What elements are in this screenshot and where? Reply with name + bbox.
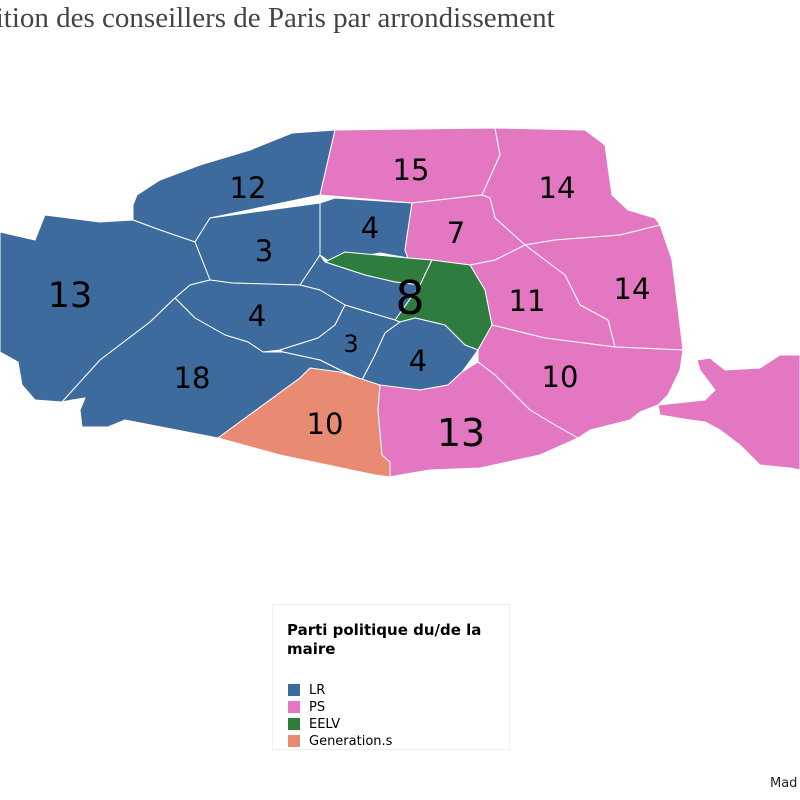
legend-item-ps[interactable]: PS (288, 699, 325, 715)
legend-swatch-generation-s (288, 735, 300, 747)
councillor-count-17: 12 (230, 171, 267, 205)
councillor-count-16: 13 (48, 276, 93, 316)
councillor-count-9: 4 (361, 211, 379, 245)
legend-swatch-ps (288, 701, 300, 713)
legend: Parti politique du/de la maire LR PS EEL… (272, 604, 510, 750)
councillor-count-15: 18 (174, 361, 211, 395)
councillor-count-18: 15 (393, 153, 430, 187)
councillor-count-11: 11 (509, 284, 546, 318)
councillor-count-19: 14 (539, 171, 576, 205)
arrondissement-13[interactable] (377, 361, 579, 478)
legend-item-lr[interactable]: LR (288, 682, 325, 698)
legend-label-generation-s: Generation.s (309, 733, 393, 749)
legend-item-eelv[interactable]: EELV (288, 716, 340, 732)
legend-label-lr: LR (309, 682, 326, 698)
legend-label-ps: PS (309, 699, 326, 715)
page-title: rtition des conseillers de Paris par arr… (0, 2, 555, 34)
source-credit: Mad (770, 776, 798, 791)
councillor-count-7: 4 (248, 299, 266, 333)
councillor-count-20: 14 (614, 272, 651, 306)
councillor-count-12: 10 (542, 360, 579, 394)
councillor-count-8: 3 (255, 234, 273, 268)
legend-title: Parti politique du/de la maire (287, 621, 482, 658)
legend-label-eelv: EELV (309, 716, 341, 732)
legend-swatch-lr (288, 684, 300, 696)
councillor-count-centre: 8 (395, 271, 424, 325)
councillor-count-10: 7 (447, 216, 465, 250)
councillor-count-14: 10 (307, 407, 344, 441)
arrondissement-15[interactable] (61, 297, 363, 439)
legend-swatch-eelv (288, 718, 300, 730)
councillor-count-5: 4 (409, 344, 427, 378)
arrondissement-12-bois[interactable] (657, 354, 800, 471)
councillor-count-6: 3 (343, 330, 358, 358)
legend-item-generation-s[interactable]: Generation.s (288, 733, 392, 749)
councillor-count-13: 13 (437, 411, 485, 455)
